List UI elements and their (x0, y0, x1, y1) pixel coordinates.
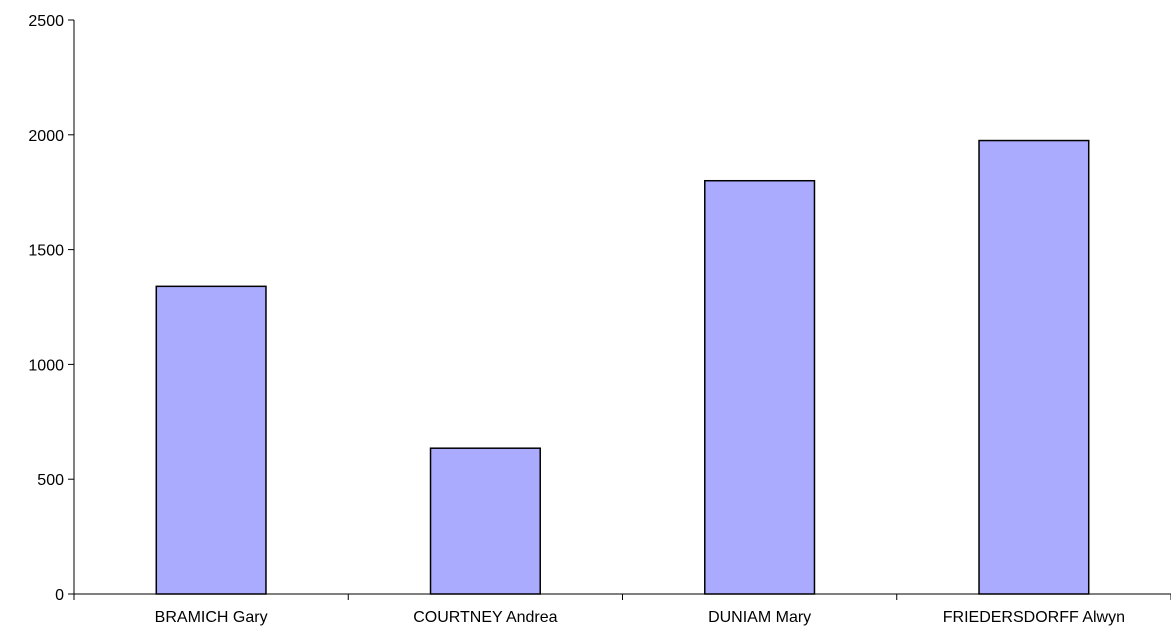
x-axis: BRAMICH Gary COURTNEY Andrea DUNIAM Mary FR… (68, 593, 1171, 626)
bar-3 (704, 179, 816, 595)
bar-1 (155, 285, 267, 595)
y-tick-label: 500 (37, 472, 64, 489)
y-tick-label: 0 (55, 587, 64, 604)
y-tick-label: 1000 (28, 357, 64, 374)
bar-4 (978, 139, 1090, 595)
bars (155, 139, 1090, 595)
y-axis: 0 500 1000 1500 2000 2500 (28, 13, 75, 604)
x-tick-label: COURTNEY Andrea (413, 609, 557, 626)
x-tick-label: FRIEDERSDORFF Alwyn (943, 609, 1125, 626)
y-tick-label: 2500 (28, 13, 64, 30)
y-tick-label: 2000 (28, 128, 64, 145)
bar-2 (429, 447, 541, 595)
x-tick-label: DUNIAM Mary (708, 609, 811, 626)
y-tick-label: 1500 (28, 243, 64, 260)
x-tick-label: BRAMICH Gary (155, 609, 268, 626)
